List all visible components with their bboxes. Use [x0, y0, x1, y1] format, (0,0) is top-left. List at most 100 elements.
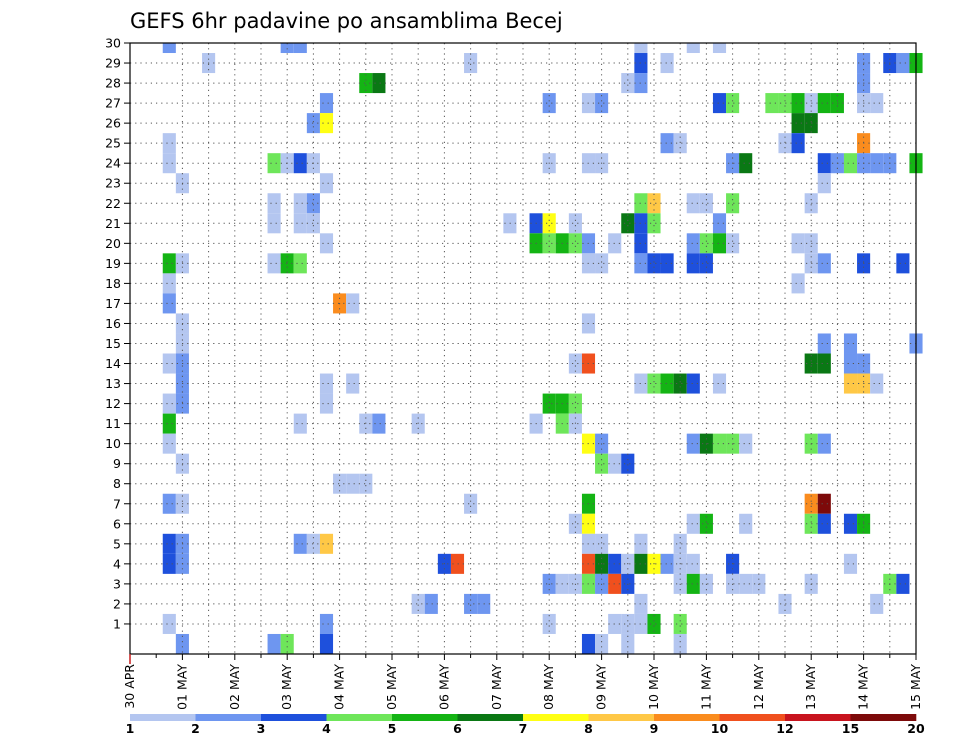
x-tick-label: 02 MAY [227, 664, 242, 710]
heatmap-cell [464, 493, 478, 514]
heatmap-cell [686, 433, 700, 454]
heatmap-cell [293, 213, 307, 234]
heatmap-cell [293, 413, 307, 434]
y-tick-label: 7 [113, 496, 121, 511]
heatmap-cell [293, 193, 307, 214]
colorbar-swatch [326, 714, 393, 721]
heatmap-cell [634, 233, 648, 254]
heatmap-cell [293, 533, 307, 554]
y-tick-label: 19 [105, 256, 121, 271]
heatmap-cell [359, 73, 373, 94]
colorbar-label: 5 [388, 721, 397, 736]
colorbar-swatch [457, 714, 524, 721]
colorbar-label: 3 [257, 721, 266, 736]
heatmap-cell [870, 593, 884, 614]
heatmap-cell [712, 233, 727, 254]
heatmap-cell [870, 373, 884, 394]
heatmap-cell [162, 133, 176, 154]
heatmap-cell [319, 533, 334, 554]
heatmap-cell [267, 153, 281, 174]
heatmap-cell [595, 453, 609, 474]
heatmap-cell [791, 93, 805, 114]
heatmap-cell [686, 253, 700, 274]
heatmap-cell [319, 613, 334, 634]
y-tick-label: 22 [105, 196, 121, 211]
heatmap-cell [267, 633, 281, 654]
heatmap-cell [817, 173, 831, 194]
heatmap-cell [568, 513, 582, 534]
heatmap-cell [778, 133, 792, 154]
heatmap-cell [464, 53, 478, 74]
heatmap-cell [660, 553, 674, 574]
y-tick-label: 21 [105, 216, 121, 231]
heatmap-cell [896, 53, 910, 74]
heatmap-cell [542, 613, 556, 634]
heatmap-cell [621, 213, 635, 234]
heatmap-cell [726, 193, 740, 214]
y-tick-label: 3 [113, 576, 121, 591]
y-axis: 1234567891011121314151617181920212223242… [105, 36, 130, 631]
y-tick-label: 26 [105, 116, 121, 131]
colorbar: 1 2 3 4 5 6 7 8 9 10 12 15 20 [126, 714, 925, 736]
y-tick-label: 13 [105, 376, 121, 391]
heatmap-cell [817, 433, 831, 454]
y-tick-label: 23 [105, 176, 121, 191]
heatmap-cell [306, 193, 320, 214]
heatmap-cell [686, 553, 700, 574]
heatmap-cell [542, 233, 556, 254]
heatmap-cell [175, 633, 189, 654]
heatmap-cell [712, 43, 727, 54]
heatmap-cell [319, 393, 334, 414]
heatmap-cell [346, 293, 360, 314]
colorbar-label: 8 [584, 721, 593, 736]
heatmap-cell [739, 433, 753, 454]
heatmap-cell [319, 113, 334, 134]
heatmap-cell [673, 533, 687, 554]
heatmap-cell [647, 373, 661, 394]
heatmap-cell [896, 573, 910, 594]
heatmap-cell [660, 373, 674, 394]
heatmap-cell [450, 553, 465, 574]
heatmap-cell [817, 493, 831, 514]
x-tick-label: 13 MAY [803, 664, 818, 710]
heatmap-cell [162, 553, 176, 574]
heatmap-cell [843, 153, 858, 174]
colorbar-label: 12 [776, 721, 793, 736]
x-tick-label: 04 MAY [332, 664, 347, 710]
heatmap-cell [843, 373, 858, 394]
heatmap-cell [267, 213, 281, 234]
x-tick-label: 30 APR [122, 664, 137, 709]
heatmap-cell [870, 153, 884, 174]
heatmap-cell [817, 513, 831, 534]
y-tick-label: 12 [105, 396, 121, 411]
heatmap-cell [267, 193, 281, 214]
heatmap-cell [634, 53, 648, 74]
heatmap-cell [162, 43, 176, 54]
heatmap-cell [306, 213, 320, 234]
heatmap-cell [621, 613, 635, 634]
colorbar-swatch [785, 714, 851, 721]
heatmap-cell [346, 473, 360, 494]
y-tick-label: 1 [113, 616, 121, 631]
heatmap-cell [306, 533, 320, 554]
heatmap-cell [686, 233, 700, 254]
colorbar-label: 1 [126, 721, 135, 736]
heatmap-cell [319, 633, 334, 654]
heatmap-cell [843, 513, 858, 534]
heatmap-cell [542, 393, 556, 414]
heatmap-cell [319, 93, 334, 114]
heatmap-cell [699, 193, 713, 214]
heatmap-cell [686, 573, 700, 594]
heatmap-cell [293, 253, 307, 274]
heatmap-cell [660, 253, 674, 274]
heatmap-cell [162, 353, 176, 374]
heatmap-cell [595, 253, 609, 274]
heatmap-cell [595, 533, 609, 554]
heatmap-cell [686, 193, 700, 214]
colorbar-swatch [392, 714, 458, 721]
heatmap-cell [699, 513, 713, 534]
heatmap-cell [319, 233, 334, 254]
x-tick-label: 01 MAY [174, 664, 189, 710]
heatmap-cell [647, 213, 661, 234]
